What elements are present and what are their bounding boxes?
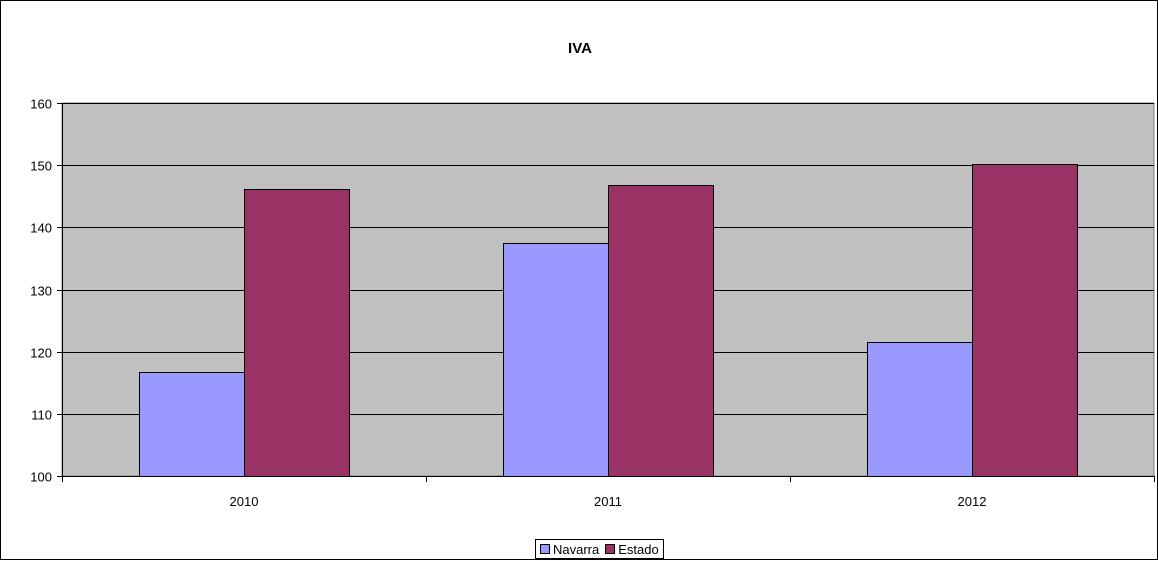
legend-swatch-estado <box>605 544 616 554</box>
x-tick-label-2010: 2010 <box>230 494 259 509</box>
y-tick-label-140: 140 <box>30 221 52 236</box>
legend-label-estado: Estado <box>618 541 659 557</box>
x-tick-label-2012: 2012 <box>958 494 987 509</box>
chart-title: IVA <box>568 40 592 57</box>
bar-estado-2012 <box>972 164 1078 477</box>
y-tick-label-160: 160 <box>30 97 52 112</box>
y-tick-label-100: 100 <box>30 470 52 485</box>
y-tick-label-110: 110 <box>31 408 52 423</box>
bar-navarra-2010 <box>139 372 245 477</box>
y-tick-label-150: 150 <box>30 159 52 174</box>
bar-navarra-2012 <box>867 342 973 477</box>
legend-label-navarra: Navarra <box>553 541 600 557</box>
y-tick-label-130: 130 <box>30 284 52 299</box>
y-tick-labels: 100 110 120 130 140 150 160 <box>30 97 52 485</box>
x-tick-label-2011: 2011 <box>594 494 622 509</box>
bars <box>139 164 1078 477</box>
legend: Navarra Estado <box>535 539 664 559</box>
x-tick-labels: 2010 2011 2012 <box>230 494 987 509</box>
legend-entry-estado: Estado <box>605 541 659 557</box>
y-tick-label-120: 120 <box>30 346 52 361</box>
bar-navarra-2011 <box>503 243 609 477</box>
axes <box>57 103 1155 482</box>
legend-swatch-navarra <box>540 544 550 554</box>
legend-entry-navarra: Navarra <box>540 542 599 557</box>
bar-estado-2010 <box>244 189 350 477</box>
bar-estado-2011 <box>608 185 714 477</box>
